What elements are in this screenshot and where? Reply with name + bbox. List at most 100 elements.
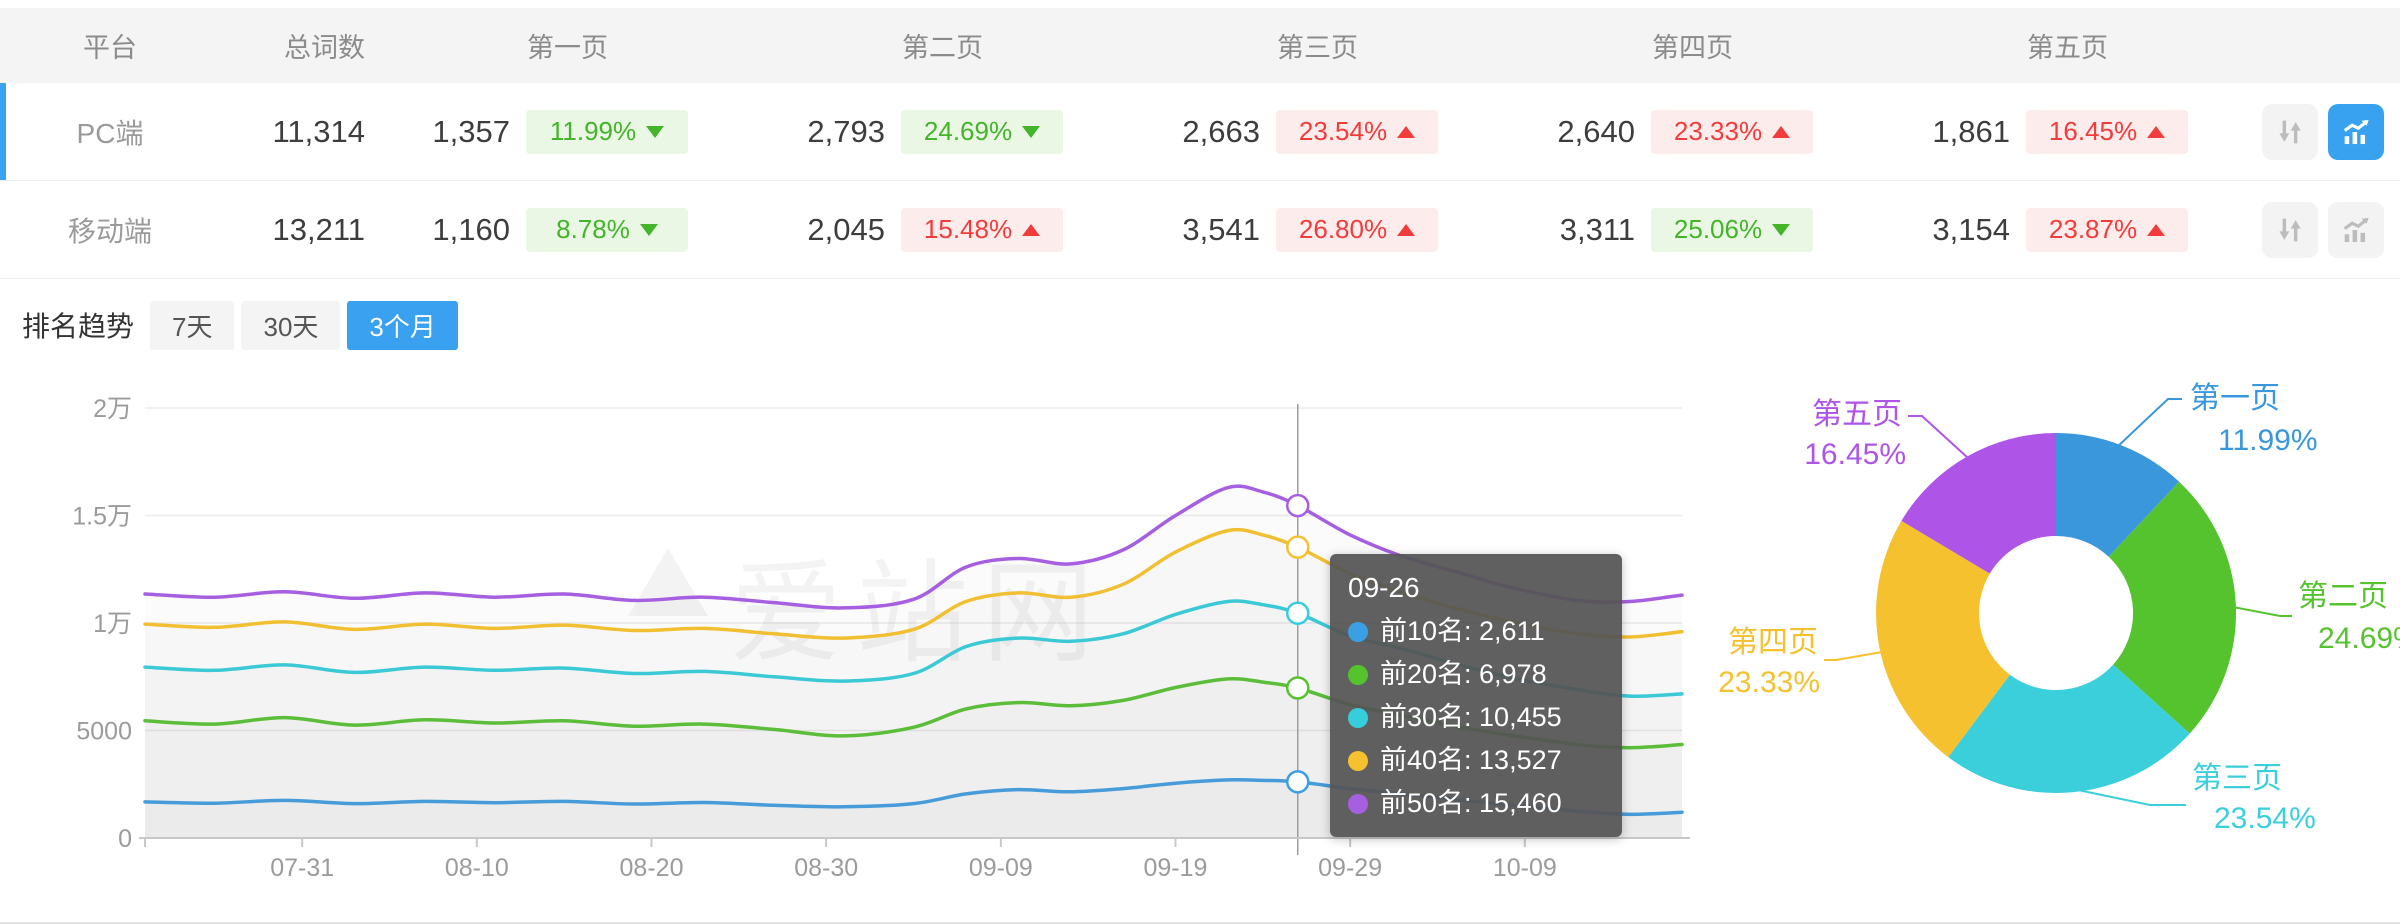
donut-slice-第四页[interactable] <box>1876 520 2010 758</box>
change-percent: 15.48% <box>923 214 1013 244</box>
tooltip-item-text: 前20名: 6,978 <box>1380 659 1547 689</box>
tab-range-1[interactable]: 30天 <box>241 300 341 350</box>
donut-label-name: 第三页 <box>2192 762 2282 795</box>
change-percent: 23.87% <box>2048 214 2138 244</box>
x-axis-label: 09-29 <box>1318 854 1382 882</box>
trend-toolbar: 排名趋势 7天 30天 3个月 <box>22 300 465 350</box>
page-word-count: 1,861 <box>1932 113 2010 149</box>
x-axis-label: 08-20 <box>620 854 684 882</box>
change-badge: 15.48% <box>901 207 1063 252</box>
sort-button[interactable] <box>2262 201 2318 258</box>
charts-area: 0 5000 1万 1.5万 2万爱站网 07-31 08-10 08-20 08-30 09-0… <box>0 364 2400 924</box>
table-body: PC端 11,314 1,357 11.99% 2,793 24.69% 2,6… <box>0 83 2400 279</box>
donut-label-percent: 16.45% <box>1804 438 1906 471</box>
y-axis-label: 1万 <box>93 610 132 638</box>
change-percent: 23.54% <box>1298 116 1388 146</box>
trend-title: 排名趋势 <box>22 311 135 342</box>
page-group: 3,541 26.80% <box>1130 207 1505 252</box>
header-total-words: 总词数 <box>284 33 365 63</box>
header-page-4: 第四页 <box>1652 33 1733 63</box>
table-row-pc[interactable]: PC端 11,314 1,357 11.99% 2,793 24.69% 2,6… <box>0 83 2400 181</box>
tab-range-2[interactable]: 3个月 <box>347 300 458 350</box>
change-percent: 24.69% <box>923 116 1013 146</box>
donut-slice-第三页[interactable] <box>1948 664 2190 794</box>
donut-leader-line <box>1824 651 1883 661</box>
page-word-count: 3,541 <box>1182 211 1260 247</box>
donut-slice-第二页[interactable] <box>2108 481 2237 734</box>
tooltip-item-text: 前50名: 15,460 <box>1380 788 1562 818</box>
platform-rank-table: 平台 总词数 第一页 第二页 第三页 第四页 第五页 PC端 11,314 1,… <box>0 8 2400 279</box>
total-words-cell: 11,314 <box>272 113 365 149</box>
change-badge: 26.80% <box>1276 207 1438 252</box>
page-word-count: 1,357 <box>432 113 510 149</box>
chart-toggle-button[interactable] <box>2328 103 2384 160</box>
change-badge: 16.45% <box>2026 109 2188 154</box>
y-axis-label: 2万 <box>93 395 132 423</box>
table-row-mobile[interactable]: 移动端 13,211 1,160 8.78% 2,045 15.48% 3,54… <box>0 181 2400 279</box>
change-percent: 26.80% <box>1298 214 1388 244</box>
tooltip-item: 前20名: 6,978 <box>1348 653 1604 696</box>
change-percent: 11.99% <box>549 116 637 146</box>
page-group: 1,861 16.45% <box>1880 109 2255 154</box>
trend-chart-icon <box>2343 217 2369 242</box>
platform-cell: PC端 <box>76 117 144 149</box>
x-axis-label: 10-09 <box>1493 854 1557 882</box>
donut-label-name: 第五页 <box>1812 398 1902 431</box>
change-percent: 16.45% <box>2048 116 2138 146</box>
crosshair-marker <box>1286 535 1310 559</box>
chart-toggle-button[interactable] <box>2328 201 2384 258</box>
donut-label-name: 第一页 <box>2190 382 2280 415</box>
arrow-down-icon <box>1772 223 1791 236</box>
header-page-3: 第三页 <box>1277 33 1358 63</box>
page-word-count: 2,640 <box>1557 113 1635 149</box>
page-word-count: 2,663 <box>1182 113 1260 149</box>
sort-arrows-icon <box>2279 120 2301 143</box>
change-badge: 23.33% <box>1651 109 1813 154</box>
platform-cell: 移动端 <box>67 215 152 247</box>
page-word-count: 1,160 <box>432 211 510 247</box>
x-axis-label: 09-09 <box>969 854 1033 882</box>
tab-range-0[interactable]: 7天 <box>150 300 235 350</box>
page-group: 1,357 11.99% <box>380 109 755 154</box>
page-word-count: 2,793 <box>807 113 885 149</box>
watermark-text: 爱站网 <box>730 551 1108 676</box>
tooltip-date: 09-26 <box>1348 572 1420 603</box>
sort-button[interactable] <box>2262 103 2318 160</box>
change-percent: 23.33% <box>1673 116 1763 146</box>
x-axis-label: 08-10 <box>445 854 509 882</box>
donut-chart[interactable]: 第一页 11.99% 第二页 24.69% 第三页 23.54% 第四页 23.33% 第五页 1… <box>1718 382 2400 835</box>
tooltip-item: 前10名: 2,611 <box>1348 610 1604 653</box>
y-axis-label: 5000 <box>76 718 132 746</box>
tooltip-item: 前30名: 10,455 <box>1348 696 1604 739</box>
change-badge: 25.06% <box>1651 207 1813 252</box>
donut-leader-line <box>2077 789 2186 806</box>
tooltip-item: 前40名: 13,527 <box>1348 739 1604 782</box>
donut-label-percent: 24.69% <box>2318 622 2400 655</box>
row-actions <box>2255 201 2400 258</box>
chart-tooltip: 09-26 前10名: 2,611 前20名: 6,978 前30名: 10,4… <box>1330 554 1622 837</box>
line-and-donut-chart-canvas[interactable]: 0 5000 1万 1.5万 2万爱站网 07-31 08-10 08-20 08-30 09-0… <box>0 364 2400 924</box>
header-page-5: 第五页 <box>2027 33 2108 63</box>
arrow-up-icon <box>1397 223 1416 236</box>
series-dot-icon <box>1348 793 1368 814</box>
donut-slice-第一页[interactable] <box>2056 433 2180 557</box>
donut-slice-第五页[interactable] <box>1901 433 2056 574</box>
x-axis-label: 07-31 <box>270 854 334 882</box>
series-dot-icon <box>1348 664 1368 685</box>
crosshair-marker <box>1286 770 1310 794</box>
donut-label-percent: 11.99% <box>2218 424 2318 457</box>
arrow-up-icon <box>2147 223 2166 236</box>
total-words-cell: 13,211 <box>272 211 365 247</box>
page-group: 2,640 23.33% <box>1505 109 1880 154</box>
page-word-count: 2,045 <box>807 211 885 247</box>
change-badge: 8.78% <box>526 207 688 252</box>
change-badge: 24.69% <box>901 109 1063 154</box>
donut-leader-line <box>2114 398 2182 450</box>
crosshair-marker <box>1286 601 1310 625</box>
crosshair-marker <box>1286 493 1310 518</box>
change-badge: 11.99% <box>526 109 688 154</box>
x-axis-label: 09-19 <box>1144 854 1208 882</box>
table-header-row: 平台 总词数 第一页 第二页 第三页 第四页 第五页 <box>0 8 2400 83</box>
change-percent: 25.06% <box>1673 214 1763 244</box>
